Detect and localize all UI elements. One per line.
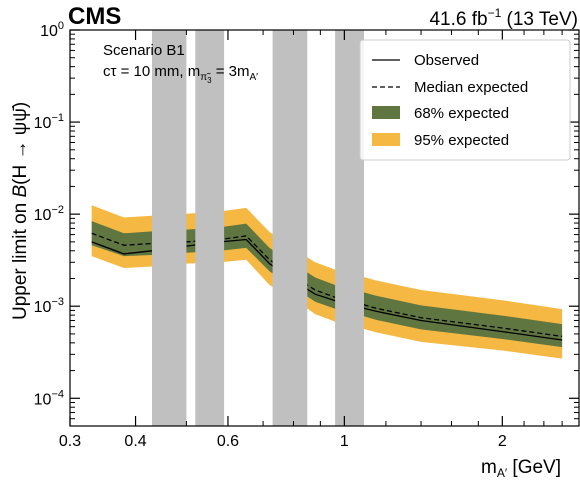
cms-label: CMS <box>68 3 121 30</box>
y-tick-label: 100 <box>40 20 64 40</box>
veto-band-4 <box>335 30 364 426</box>
x-tick-label: 0.6 <box>217 433 239 450</box>
lumi-exponent: −1 <box>488 6 502 20</box>
legend-95-label: 95% expected <box>414 132 509 149</box>
ctau-sub-pi: π̃ <box>200 72 211 83</box>
legend-median-label: Median expected <box>414 79 528 96</box>
y-axis-label-main: Upper limit on <box>10 198 31 321</box>
y-axis-label-b: B <box>10 185 31 198</box>
x-tick-label: 0.4 <box>124 433 146 450</box>
x-tick-label: 2 <box>498 433 507 450</box>
x-axis-label-main: m <box>481 457 497 478</box>
legend-68-label: 68% expected <box>414 105 509 122</box>
x-tick-label: 0.3 <box>59 433 81 450</box>
legend: Observed Median expected 68% expected 95… <box>359 39 571 161</box>
ctau-text: cτ = 10 mm, m <box>103 63 200 80</box>
y-tick-label: 10−3 <box>34 296 64 316</box>
lumi-label: 41.6 fb−1 (13 TeV) <box>429 6 578 30</box>
ctau-mid: = 3m <box>212 63 250 80</box>
x-axis-label-sub: A′ <box>497 466 508 480</box>
x-axis-ticks: 0.3 0.4 0.6 1 2 <box>59 30 580 450</box>
veto-band-2 <box>195 30 225 426</box>
legend-observed-label: Observed <box>414 52 479 69</box>
y-tick-label: 10−2 <box>34 204 64 224</box>
legend-95-swatch <box>372 133 400 146</box>
band-68-expected <box>91 221 563 348</box>
energy-label: (13 TeV) <box>507 9 578 30</box>
y-axis-ticks: 10−4 10−3 10−2 10−1 100 <box>34 20 579 427</box>
plot-area <box>91 30 563 426</box>
x-axis-label-unit: [GeV] <box>507 457 561 478</box>
ctau-sub-index: 3 <box>207 76 212 85</box>
ctau-label: cτ = 10 mm, mπ̃3 = 3mA′ <box>103 63 258 85</box>
x-tick-label: 1 <box>340 433 349 450</box>
lumi-value: 41.6 fb <box>429 9 487 30</box>
y-tick-label: 10−1 <box>34 112 64 132</box>
y-axis-label-process: (H → ψψ̄) <box>10 102 31 185</box>
y-tick-label: 10−4 <box>34 388 64 408</box>
veto-band-3 <box>272 30 308 426</box>
scenario-label: Scenario B1 <box>103 42 185 59</box>
veto-band-1 <box>152 30 187 426</box>
ctau-sub-a: A′ <box>250 72 259 83</box>
legend-box <box>359 39 571 161</box>
veto-bands <box>152 30 364 426</box>
x-axis-label: mA′ [GeV] <box>481 457 561 480</box>
y-axis-label: Upper limit on B(H → ψψ̄) <box>10 102 31 320</box>
legend-68-swatch <box>372 106 400 119</box>
